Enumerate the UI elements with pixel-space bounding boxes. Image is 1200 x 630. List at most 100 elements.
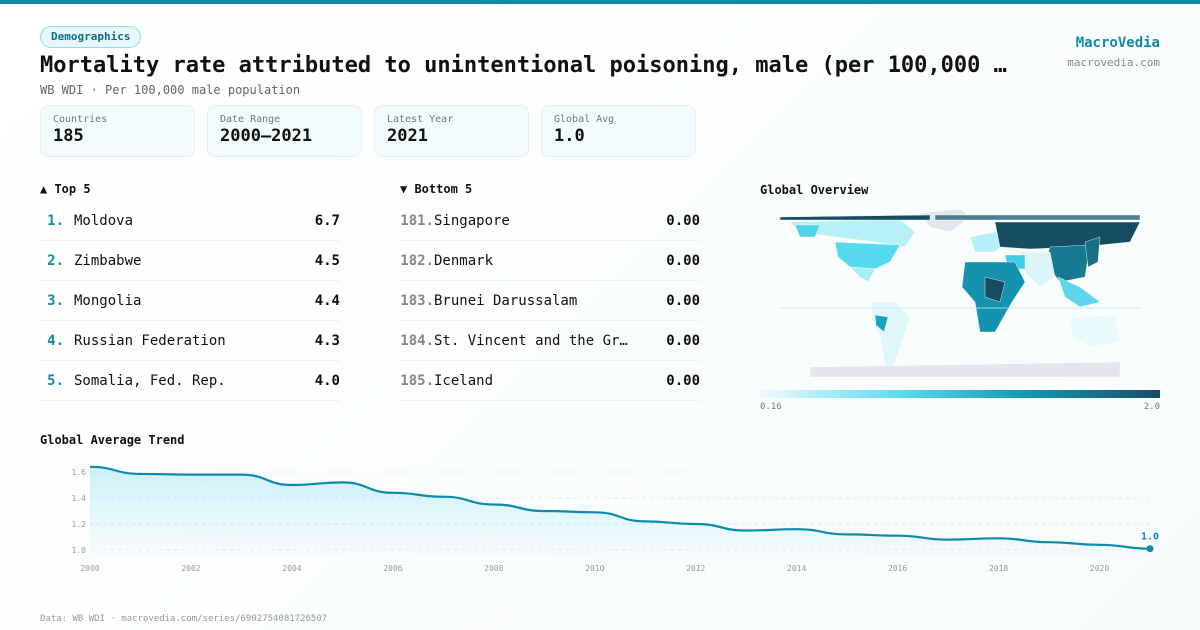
x-tick-label: 2016 [888,564,907,573]
brand-logo[interactable]: MacroVedia [1075,35,1160,51]
list-item[interactable]: 185. Iceland 0.00 [400,361,700,401]
antarctica [809,361,1121,378]
rank-label: 3. [47,292,64,309]
country-name: Mongolia [74,292,142,309]
country-name: Russian Federation [74,332,226,349]
x-tick-label: 2006 [383,564,402,573]
country-value: 4.4 [314,292,340,309]
rank-label: 5. [47,372,64,389]
country-value: 4.3 [314,332,340,349]
list-item[interactable]: 183. Brunei Darussalam 0.00 [400,281,700,321]
rank-label: 185. [400,372,434,389]
trend-line [89,465,1151,550]
stat-label: Date Range [220,114,281,125]
list-item[interactable]: 5. Somalia, Fed. Rep. 4.0 [40,361,340,401]
list-item[interactable]: 4. Russian Federation 4.3 [40,321,340,361]
x-tick-label: 2012 [686,564,705,573]
legend-min: 0.16 [760,402,782,412]
color-scale-bar [760,390,1160,398]
country-value: 0.00 [666,292,700,309]
mexico [849,266,876,283]
rank-label: 183. [400,292,434,309]
usa [834,241,901,270]
rank-label: 1. [47,212,64,229]
y-tick-label: 1.4 [72,494,87,503]
world-map[interactable] [780,207,1140,379]
alaska [794,224,821,238]
top5-heading: ▲ Top 5 [40,182,91,196]
south-asia [1019,251,1056,288]
rank-label: 2. [47,252,64,269]
country-value: 0.00 [666,212,700,229]
y-tick-label: 1.2 [72,520,87,529]
trend-area [90,466,1150,558]
legend-max: 2.0 [1143,402,1160,412]
central-africa [984,276,1006,303]
stat-card-date-range: Date Range 2000–2021 [207,105,362,157]
country-name: Singapore [434,212,510,229]
country-value: 4.5 [314,252,340,269]
country-name: Zimbabwe [74,252,142,269]
arctic-band-east [934,214,1140,221]
list-item[interactable]: 182. Denmark 0.00 [400,241,700,281]
japan-korea [1084,236,1101,268]
map-title: Global Overview [760,183,869,197]
footer-source: Data: WB WDI · macrovedia.com/series/690… [40,614,328,624]
stat-label: Global Avg [554,114,615,125]
country-name: Moldova [74,212,134,229]
country-name: Somalia, Fed. Rep. [74,372,226,389]
greenland [919,208,971,233]
country-name: Denmark [434,252,494,269]
data-point [1146,545,1154,553]
end-value-label: 1.0 [1141,532,1159,543]
list-item[interactable]: 181. Singapore 0.00 [400,201,700,241]
y-tick-label: 1.6 [72,468,87,477]
trend-chart-title: Global Average Trend [40,433,185,447]
country-name: Brunei Darussalam [434,292,578,309]
stat-value: 185 [53,126,84,146]
stat-value: 2000–2021 [220,126,313,146]
y-tick-label: 1.0 [72,546,87,555]
southeast-asia [1057,276,1101,308]
brand-url[interactable]: macrovedia.com [1067,56,1160,69]
top5-list: 1. Moldova 6.7 2. Zimbabwe 4.5 3. Mongolia 4.4 4.… [40,201,340,401]
stat-value: 2021 [387,126,428,146]
country-name: Iceland [434,372,494,389]
rank-label: 182. [400,252,434,269]
x-tick-label: 2002 [181,564,200,573]
x-tick-label: 2004 [282,564,301,573]
country-value: 4.0 [314,372,340,389]
bottom5-list: 181. Singapore 0.00 182. Denmark 0.00 183. Brun… [400,201,700,401]
x-tick-label: 2018 [989,564,1008,573]
peru [874,314,889,333]
list-item[interactable]: 2. Zimbabwe 4.5 [40,241,340,281]
australia [1069,314,1121,348]
x-tick-label: 2014 [787,564,806,573]
arctic-band [780,214,931,221]
list-item[interactable]: 184. St. Vincent and the Gr… 0.00 [400,321,700,361]
rank-label: 181. [400,212,434,229]
country-value: 0.00 [666,372,700,389]
x-tick-label: 2000 [80,564,99,573]
country-value: 0.00 [666,332,700,349]
stat-card-countries: Countries 185 [40,105,195,157]
category-badge[interactable]: Demographics [40,26,142,48]
stat-card-global-avg: Global Avg 1.0 [541,105,696,157]
country-name: St. Vincent and the Gr… [434,332,628,349]
rank-label: 184. [400,332,434,349]
x-tick-label: 2020 [1090,564,1109,573]
list-item[interactable]: 3. Mongolia 4.4 [40,281,340,321]
x-tick-label: 2008 [484,564,503,573]
list-item[interactable]: 1. Moldova 6.7 [40,201,340,241]
south-america [871,301,911,373]
country-value: 0.00 [666,252,700,269]
stat-label: Latest Year [387,114,454,125]
stat-value: 1.0 [554,126,585,146]
top-accent-bar [0,0,1200,4]
rank-label: 4. [47,332,64,349]
russia [994,221,1140,250]
stat-label: Countries [53,114,108,125]
stat-card-latest-year: Latest Year 2021 [374,105,529,157]
trend-chart[interactable]: 1.0 1.2 1.4 1.6 2000 2002 2004 2006 2008 2010 2012… [0,455,1200,580]
x-tick-label: 2010 [585,564,604,573]
